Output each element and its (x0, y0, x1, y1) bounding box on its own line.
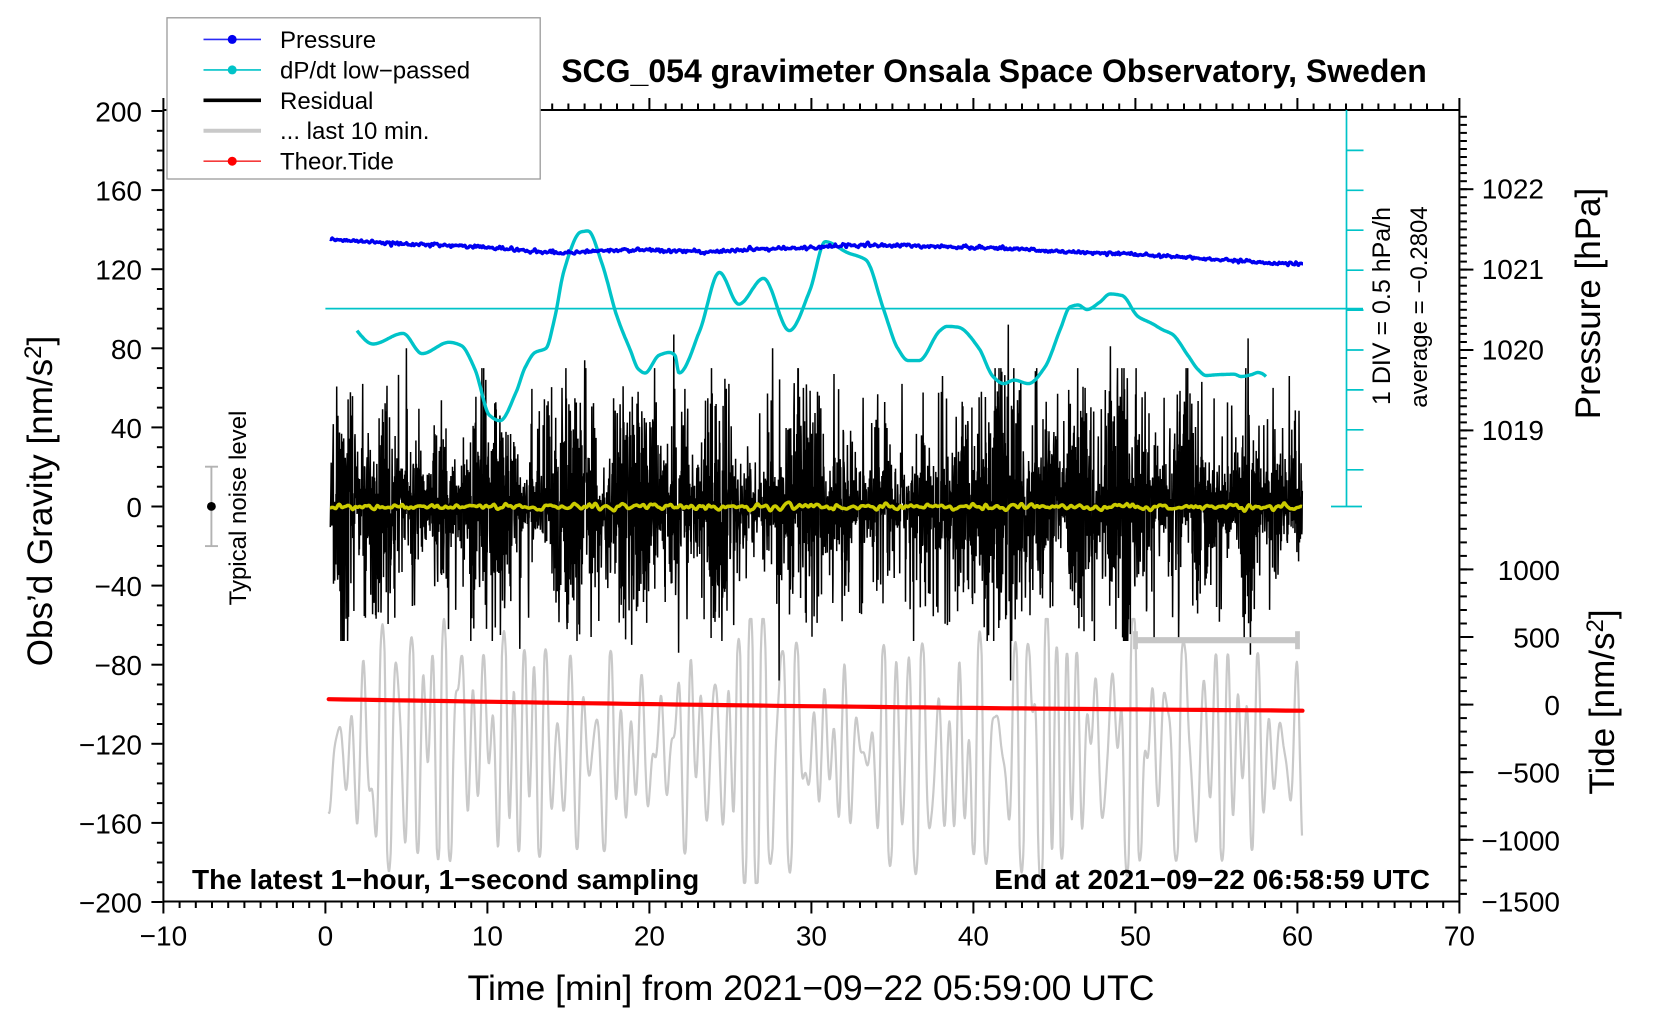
svg-text:−80: −80 (95, 650, 143, 681)
svg-text:30: 30 (796, 921, 827, 952)
svg-text:Residual: Residual (280, 88, 373, 115)
svg-text:160: 160 (95, 176, 142, 207)
svg-text:Tide [nm/s2]: Tide [nm/s2] (1582, 609, 1622, 794)
svg-text:Time [min] from 2021−09−22 05:: Time [min] from 2021−09−22 05:59:00 UTC (468, 968, 1155, 1008)
svg-text:0: 0 (126, 492, 142, 523)
svg-text:1021: 1021 (1482, 254, 1544, 285)
svg-text:0: 0 (1544, 690, 1560, 721)
svg-text:10: 10 (472, 921, 503, 952)
svg-text:120: 120 (95, 255, 142, 286)
svg-text:1022: 1022 (1482, 174, 1544, 205)
svg-text:40: 40 (958, 921, 989, 952)
svg-text:1019: 1019 (1482, 415, 1544, 446)
svg-text:20: 20 (634, 921, 665, 952)
svg-text:End at 2021−09−22 06:58:59 UTC: End at 2021−09−22 06:58:59 UTC (994, 864, 1430, 895)
svg-text:200: 200 (95, 97, 142, 128)
svg-text:−40: −40 (95, 571, 143, 602)
svg-text:40: 40 (111, 413, 142, 444)
svg-text:−1000: −1000 (1481, 825, 1560, 856)
svg-text:... last 10 min.: ... last 10 min. (280, 118, 429, 145)
svg-text:Obs’d Gravity [nm/s2]: Obs’d Gravity [nm/s2] (20, 336, 60, 666)
svg-text:dP/dt low−passed: dP/dt low−passed (280, 57, 470, 84)
svg-text:Pressure [hPa]: Pressure [hPa] (1569, 188, 1608, 420)
svg-text:−500: −500 (1497, 758, 1560, 789)
svg-text:1 DIV = 0.5 hPa/h: 1 DIV = 0.5 hPa/h (1368, 207, 1396, 405)
svg-text:average = −0.2804: average = −0.2804 (1406, 206, 1433, 408)
svg-text:Typical noise level: Typical noise level (225, 411, 252, 606)
svg-text:−1500: −1500 (1481, 887, 1560, 918)
svg-text:50: 50 (1120, 921, 1151, 952)
svg-text:SCG_054 gravimeter Onsala Spac: SCG_054 gravimeter Onsala Space Observat… (561, 53, 1427, 89)
svg-text:80: 80 (111, 334, 142, 365)
svg-text:60: 60 (1282, 921, 1313, 952)
svg-text:−120: −120 (79, 729, 142, 760)
svg-text:−10: −10 (140, 921, 188, 952)
svg-text:Theor.Tide: Theor.Tide (280, 149, 394, 176)
svg-text:−200: −200 (79, 888, 142, 919)
svg-text:500: 500 (1513, 623, 1560, 654)
svg-text:−160: −160 (79, 808, 142, 839)
svg-text:0: 0 (318, 921, 334, 952)
svg-text:The latest 1−hour, 1−second sa: The latest 1−hour, 1−second sampling (192, 864, 699, 895)
svg-text:1020: 1020 (1482, 335, 1544, 366)
svg-text:1000: 1000 (1498, 555, 1560, 586)
svg-text:Pressure: Pressure (280, 27, 376, 54)
svg-text:70: 70 (1444, 921, 1475, 952)
